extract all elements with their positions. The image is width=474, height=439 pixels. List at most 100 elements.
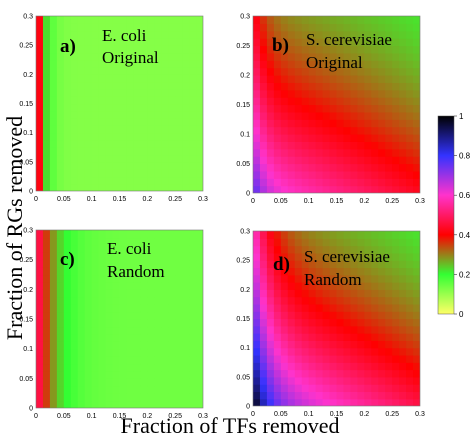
heatmap-cell: [36, 30, 44, 39]
heatmap-cell: [301, 274, 310, 283]
heatmap-cell: [315, 82, 324, 91]
heatmap-cell: [119, 289, 128, 298]
heatmap-cell: [154, 45, 162, 54]
heatmap-cell: [378, 347, 386, 356]
heatmap-cell: [112, 183, 121, 191]
heatmap-cell: [378, 38, 386, 47]
heatmap-cell: [84, 296, 93, 305]
heatmap-cell: [364, 38, 372, 47]
heatmap-cell: [175, 296, 183, 305]
heatmap-cell: [147, 296, 155, 305]
heatmap-cell: [182, 183, 190, 191]
heatmap-cell: [154, 139, 162, 148]
heatmap-cell: [350, 267, 358, 276]
heatmap-cell: [392, 16, 400, 24]
heatmap-cell: [266, 391, 275, 400]
heatmap-cell: [42, 274, 51, 283]
heatmap-cell: [77, 356, 86, 365]
heatmap-cell: [140, 385, 148, 394]
heatmap-cell: [378, 260, 386, 269]
heatmap-cell: [168, 125, 176, 134]
heatmap-cell: [392, 267, 400, 276]
heatmap-cell: [294, 282, 303, 290]
heatmap-cell: [253, 333, 261, 341]
heatmap-cell: [147, 52, 155, 61]
heatmap-cell: [112, 132, 121, 141]
heatmap-cell: [294, 311, 303, 320]
heatmap-cell: [371, 384, 379, 393]
heatmap-cell: [294, 75, 303, 83]
heatmap-cell: [253, 97, 261, 106]
heatmap-cell: [336, 354, 345, 363]
heatmap-cell: [189, 45, 197, 54]
heatmap-cell: [175, 169, 183, 178]
heatmap-cell: [253, 148, 261, 157]
heatmap-cell: [301, 340, 310, 349]
heatmap-cell: [36, 110, 44, 119]
heatmap-cell: [63, 16, 72, 24]
colorbar-tick-label: 0.6: [459, 191, 471, 200]
heatmap-cell: [371, 391, 379, 400]
heatmap-cell: [378, 156, 386, 165]
x-ticks-b: 0 0.05 0.1 0.15 0.2 0.25 0.3: [251, 198, 425, 205]
heatmap-cell: [259, 267, 268, 276]
heatmap-cell: [399, 289, 407, 298]
heatmap-cell: [315, 67, 324, 76]
heatmap-cell: [119, 296, 128, 305]
heatmap-cell: [343, 333, 352, 341]
heatmap-cell: [98, 139, 107, 148]
heatmap-cell: [175, 259, 183, 268]
heatmap-cell: [77, 59, 86, 68]
heatmap-cell: [253, 347, 261, 356]
heatmap-cell: [189, 169, 197, 178]
heatmap-cell: [56, 183, 65, 191]
heatmap-cell: [392, 318, 400, 327]
heatmap-cell: [343, 126, 352, 135]
heatmap-cell: [49, 176, 58, 185]
heatmap-cell: [350, 362, 358, 371]
heatmap-cell: [63, 132, 72, 141]
heatmap-cell: [154, 59, 162, 68]
heatmap-cell: [280, 376, 289, 385]
heatmap-cell: [308, 52, 317, 61]
heatmap-cell: [42, 333, 51, 342]
heatmap-cell: [413, 185, 420, 193]
heatmap-cell: [126, 244, 135, 253]
heatmap-cell: [168, 319, 176, 328]
heatmap-cell: [147, 125, 155, 134]
heatmap-cell: [343, 163, 352, 172]
heatmap-cell: [168, 161, 176, 170]
heatmap-cell: [259, 89, 268, 98]
heatmap-cell: [63, 341, 72, 350]
heatmap-cell: [36, 161, 44, 170]
heatmap-cell: [336, 289, 345, 298]
heatmap-cell: [350, 38, 358, 47]
heatmap-cell: [273, 111, 282, 120]
heatmap-cell: [315, 111, 324, 120]
heatmap-cell: [343, 384, 352, 393]
heatmap-cell: [56, 326, 65, 335]
heatmap-cell: [273, 156, 282, 165]
heatmap-cell: [322, 141, 331, 150]
heatmap-cell: [406, 282, 414, 290]
heatmap-cell: [175, 304, 183, 313]
heatmap-cell: [70, 378, 79, 387]
heatmap-cell: [189, 393, 197, 402]
heatmap-cell: [70, 237, 79, 246]
heatmap-cell: [126, 385, 135, 394]
heatmap-cell: [413, 274, 420, 283]
heatmap-cell: [105, 74, 114, 83]
heatmap-cell: [168, 289, 176, 298]
heatmap-cell: [322, 185, 331, 193]
heatmap-cell: [98, 319, 107, 328]
heatmap-cell: [322, 52, 331, 61]
heatmap-cell: [392, 384, 400, 393]
heatmap-cell: [308, 16, 317, 24]
heatmap-cell: [154, 393, 162, 402]
heatmap-cell: [329, 97, 338, 106]
heatmap-cell: [350, 398, 358, 406]
heatmap-cell: [294, 333, 303, 341]
heatmap-cell: [168, 281, 176, 290]
heatmap-cell: [168, 30, 176, 39]
heatmap-cell: [126, 161, 135, 170]
